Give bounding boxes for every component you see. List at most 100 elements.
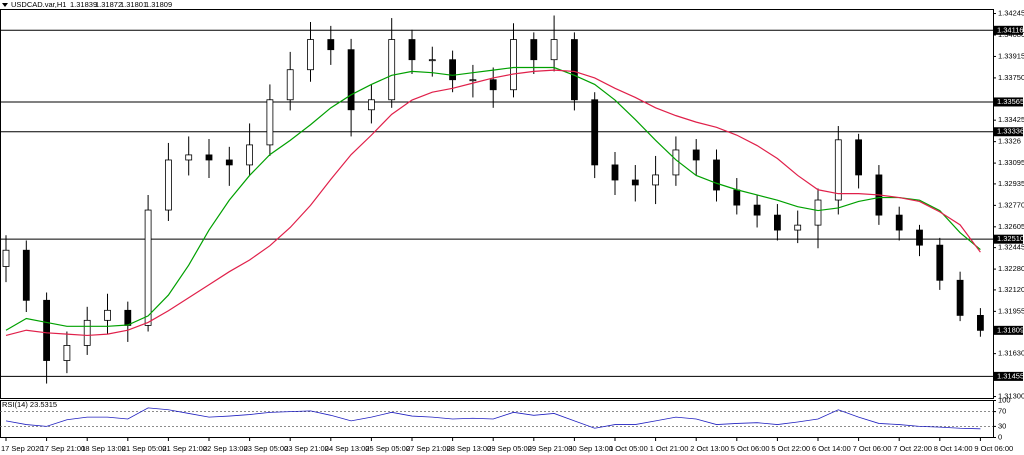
x-tick-label: 23 Sep 21:00: [284, 444, 329, 453]
x-tick-label: 5 Oct 22:00: [771, 444, 810, 453]
candle-body: [550, 39, 558, 61]
candle-body: [307, 39, 314, 71]
rsi-panel-frame: [0, 400, 994, 438]
candle-body: [286, 69, 294, 101]
candle-body: [43, 299, 50, 361]
x-tick-label: 23 Sep 05:00: [244, 444, 289, 453]
level-label-box: [994, 97, 1023, 107]
y-tick-label: 1.34245: [998, 9, 1024, 18]
x-tick-label: 7 Oct 06:00: [853, 444, 892, 453]
y-tick-label: 1.33095: [998, 158, 1024, 167]
x-tick-label: 2 Oct 13:00: [690, 444, 729, 453]
y-tick-label: 1.33425: [998, 115, 1024, 124]
level-label: 1.33336: [997, 127, 1024, 136]
x-tick-label: 24 Sep 13:00: [325, 444, 370, 453]
y-tick-label: 1.31300: [998, 392, 1024, 401]
header-value: 1.31809: [145, 0, 172, 9]
candle-body: [753, 204, 761, 216]
candle-body: [246, 144, 254, 166]
candle-body: [2, 249, 10, 267]
candle-body: [428, 59, 436, 62]
x-tick-label: 22 Sep 13:00: [203, 444, 248, 453]
y-tick-label: 1.32770: [998, 200, 1024, 209]
candle-body: [104, 309, 111, 321]
x-tick-label: 9 Oct 06:00: [974, 444, 1013, 453]
candle-body: [713, 159, 720, 191]
level-label: 1.32510: [997, 234, 1024, 243]
candle-body: [733, 189, 741, 206]
rsi-line: [5, 407, 981, 430]
candle-body: [571, 39, 578, 101]
candle-body: [672, 149, 680, 176]
y-tick-label: 0: [998, 432, 1002, 441]
x-tick-label: 1 Oct 05:00: [609, 444, 648, 453]
y-tick-label: 1.32280: [998, 264, 1024, 273]
symbol-title: USDCAD.var,H1: [11, 0, 66, 9]
x-tick-label: 21 Sep 21:00: [162, 444, 207, 453]
candle-body: [266, 99, 274, 146]
candle-body: [367, 99, 375, 111]
candle-body: [794, 224, 802, 231]
level-label-box: [994, 234, 1023, 244]
y-tick-label: 30: [998, 421, 1006, 430]
candle-body: [956, 279, 964, 316]
x-tick-label: 17 Sep 21:00: [41, 444, 86, 453]
x-tick-label: 8 Oct 14:00: [934, 444, 973, 453]
header-value: 1.31801: [120, 0, 147, 9]
price-panel-frame: [0, 9, 994, 399]
x-tick-label: 5 Oct 06:00: [731, 444, 770, 453]
x-tick-label: 28 Sep 13:00: [447, 444, 492, 453]
candle-body: [631, 179, 639, 186]
y-tick-label: 1.31630: [998, 349, 1024, 358]
level-label: 1.34116: [997, 25, 1024, 34]
candle-body: [22, 249, 30, 301]
x-tick-label: 30 Sep 13:00: [568, 444, 613, 453]
candle-body: [510, 39, 517, 91]
header-value: 1.31872: [95, 0, 122, 9]
y-tick-label: 1.32935: [998, 179, 1024, 188]
candle-body: [530, 39, 538, 61]
candle-body: [205, 154, 213, 161]
x-tick-label: 29 Sep 05:00: [487, 444, 532, 453]
candle-body: [489, 79, 497, 91]
x-tick-label: 29 Sep 21:00: [528, 444, 573, 453]
candle-body: [611, 164, 619, 181]
y-tick-label: 70: [998, 407, 1006, 416]
last-price-box: [994, 325, 1023, 335]
level-label-box: [994, 127, 1023, 137]
candle-body: [164, 159, 172, 211]
x-tick-label: 25 Sep 05:00: [365, 444, 410, 453]
candle-body: [185, 154, 193, 161]
last-price-label: 1.31809: [997, 325, 1024, 334]
x-tick-label: 17 Sep 2020: [1, 444, 44, 453]
candle-body: [469, 79, 477, 82]
candle-body: [834, 139, 842, 201]
candle-body: [977, 314, 984, 331]
candle-body: [591, 99, 599, 166]
candle-body: [652, 174, 659, 186]
candle-body: [855, 139, 862, 176]
x-tick-label: 6 Oct 14:00: [812, 444, 851, 453]
x-tick-label: 21 Sep 05:00: [122, 444, 167, 453]
level-label: 1.31455: [997, 371, 1024, 380]
level-label: 1.33565: [997, 97, 1024, 106]
x-tick-label: 7 Oct 22:00: [893, 444, 932, 453]
candle-body: [225, 159, 233, 166]
moving-average: [5, 69, 981, 337]
candle-body: [63, 345, 71, 361]
y-tick-label: 1.33750: [998, 73, 1024, 82]
x-tick-label: 27 Sep 21:00: [406, 444, 451, 453]
y-tick-label: 1.3326: [998, 137, 1021, 146]
menu-arrow[interactable]: [2, 3, 8, 7]
candle-body: [814, 199, 822, 226]
y-tick-label: 1.32605: [998, 222, 1024, 231]
candle-body: [916, 229, 923, 246]
candle-body: [936, 244, 944, 281]
candle-body: [83, 319, 91, 346]
y-tick-label: 1.31955: [998, 306, 1024, 315]
level-label-box: [994, 371, 1023, 381]
x-tick-label: 1 Oct 21:00: [650, 444, 689, 453]
y-tick-label: 1.32120: [998, 285, 1024, 294]
rsi-title: RSI(14) 23.5315: [2, 400, 57, 409]
